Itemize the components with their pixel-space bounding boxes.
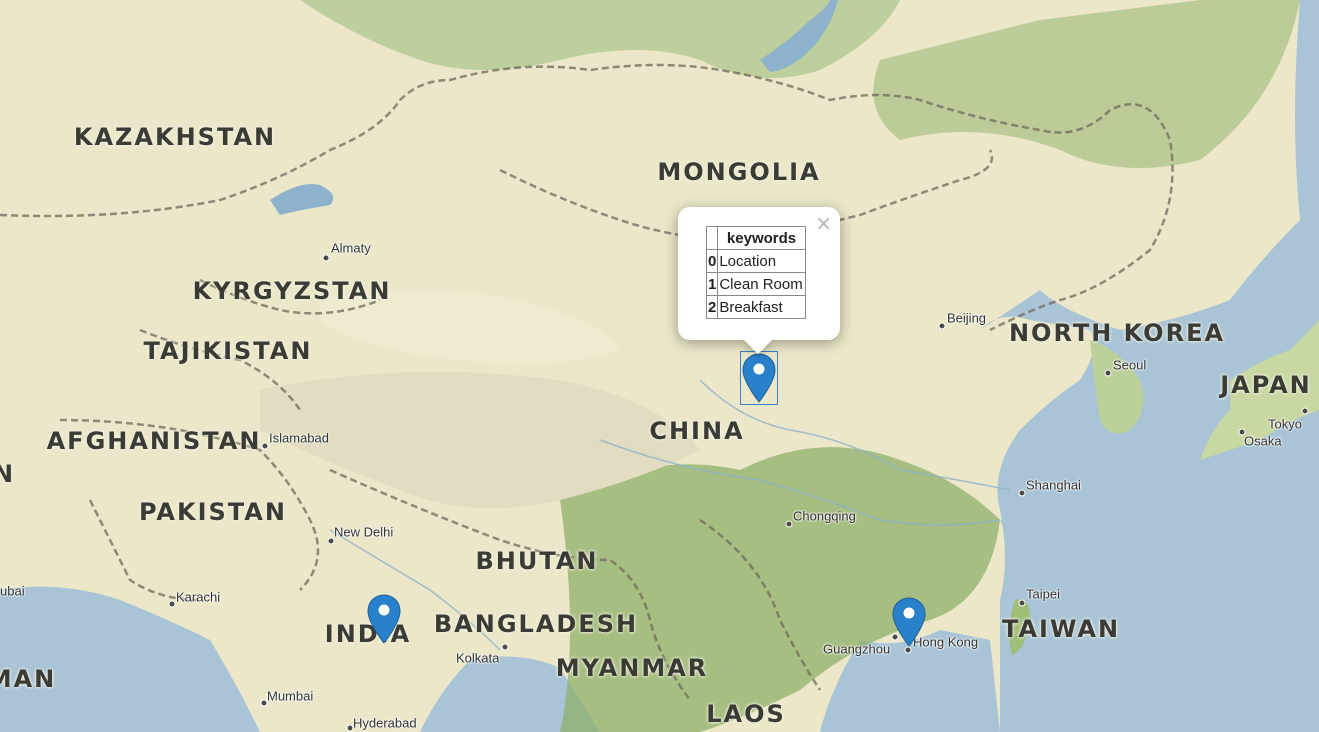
popup-close-button[interactable]: × — [815, 211, 832, 235]
map-marker-india[interactable] — [366, 593, 402, 645]
city-dot-shanghai — [1018, 489, 1026, 497]
city-dot-almaty — [322, 254, 330, 262]
row-index: 1 — [705, 272, 719, 296]
city-label-taipei: Taipei — [1026, 586, 1060, 602]
country-label-myanmar: MYANMAR — [555, 654, 709, 682]
keywords-table: keywords 0 Location 1 Clean Room 2 Break… — [705, 226, 806, 319]
country-label-bhutan: BHUTAN — [475, 547, 599, 575]
city-dot-seoul — [1104, 369, 1112, 377]
city-dot-tokyo — [1301, 407, 1309, 415]
city-dot-hyderabad — [346, 724, 354, 732]
city-label-guangzhou: Guangzhou — [823, 641, 891, 657]
city-label-osaka: Osaka — [1244, 433, 1282, 449]
country-label-china: CHINA — [649, 417, 745, 445]
country-label-pakistan: PAKISTAN — [139, 498, 287, 526]
row-value: Location — [717, 249, 806, 273]
city-label-beijing: Beijing — [947, 310, 987, 326]
table-header-keywords: keywords — [717, 226, 806, 250]
city-dot-guangzhou — [891, 633, 899, 641]
country-label-partial-left: N — [0, 460, 16, 488]
country-label-north-korea: NORTH KOREA — [1008, 319, 1226, 347]
city-label-mumbai: Mumbai — [267, 688, 314, 704]
map-marker-hong-kong[interactable] — [891, 596, 927, 648]
city-dot-beijing — [938, 322, 946, 330]
city-label-chongqing: Chongqing — [793, 508, 856, 524]
country-label-afghanistan: AFGHANISTAN — [46, 427, 262, 455]
city-dot-mumbai — [260, 699, 268, 707]
city-dot-new-delhi — [327, 537, 335, 545]
city-dot-taipei — [1018, 599, 1026, 607]
marker-icon — [367, 594, 401, 644]
row-index: 0 — [705, 249, 719, 273]
country-label-bangladesh: BANGLADESH — [433, 610, 639, 638]
city-label-hyderabad: Hyderabad — [353, 715, 417, 731]
marker-icon — [892, 597, 926, 647]
country-label-tajikistan: TAJIKISTAN — [143, 337, 313, 365]
city-label-hong-kong: Hong Kong — [913, 634, 979, 650]
country-label-taiwan: TAIWAN — [1001, 615, 1121, 643]
city-label-almaty: Almaty — [331, 240, 371, 256]
row-value: Clean Room — [717, 272, 806, 296]
row-value: Breakfast — [717, 295, 806, 319]
country-label-kyrgyzstan: KYRGYZSTAN — [192, 277, 392, 305]
city-label-seoul: Seoul — [1113, 357, 1147, 373]
country-label-mongolia: MONGOLIA — [657, 158, 821, 186]
city-dot-chongqing — [785, 520, 793, 528]
marker-icon — [742, 353, 776, 403]
country-label-japan: JAPAN — [1220, 371, 1312, 399]
city-label-shanghai: Shanghai — [1026, 477, 1081, 493]
city-label-islamabad: Islamabad — [269, 430, 329, 446]
map-marker-selected[interactable] — [740, 351, 778, 405]
city-label-dubai-partial: ubai — [0, 583, 25, 599]
row-index: 2 — [705, 295, 719, 319]
table-header-row: keywords — [705, 226, 806, 250]
city-dot-kolkata — [501, 643, 509, 651]
city-label-karachi: Karachi — [176, 589, 221, 605]
table-row: 0 Location — [705, 249, 806, 273]
city-label-tokyo: Tokyo — [1268, 416, 1302, 432]
table-row: 2 Breakfast — [705, 295, 806, 319]
marker-popup: × keywords 0 Location 1 Clean Room 2 Bre… — [678, 207, 840, 355]
city-label-new-delhi: New Delhi — [334, 524, 394, 540]
table-header-index — [705, 226, 719, 250]
city-label-kolkata: Kolkata — [456, 650, 500, 666]
country-label-kazakhstan: KAZAKHSTAN — [73, 123, 277, 151]
city-dot-islamabad — [261, 442, 269, 450]
country-label-partial-oman: MAN — [0, 665, 57, 693]
city-dot-karachi — [168, 600, 176, 608]
city-dot-hong-kong — [904, 646, 912, 654]
table-row: 1 Clean Room — [705, 272, 806, 296]
country-label-laos: LAOS — [706, 700, 786, 728]
city-dot-osaka — [1238, 428, 1246, 436]
